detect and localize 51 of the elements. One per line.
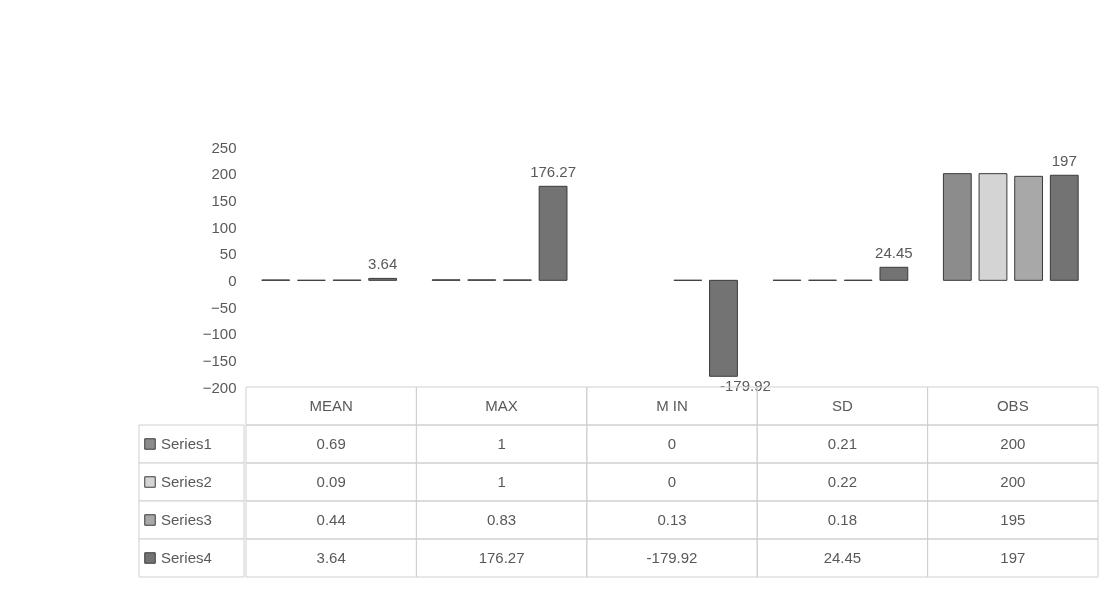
bar	[879, 266, 909, 281]
bar	[709, 279, 738, 377]
data-label: 0.44	[316, 511, 346, 528]
y-tick-label: 50	[219, 245, 237, 263]
text: 197	[1051, 152, 1077, 170]
y-tick-label: 100	[211, 218, 237, 236]
data-label: 200	[1000, 473, 1026, 490]
legend-label: Series3	[161, 511, 212, 528]
bar	[978, 173, 1008, 281]
bar	[1049, 174, 1079, 281]
data-label: 0.83	[487, 511, 517, 528]
x-tick-label: MAX	[485, 397, 518, 414]
text: 3.64	[368, 255, 398, 273]
x-tick-label: MEAN	[309, 397, 353, 414]
legend-label: Series4	[161, 549, 212, 566]
y-tick-label: 250	[211, 138, 237, 156]
y-tick-label: −200	[202, 378, 237, 396]
data-label: 24.45	[823, 549, 862, 566]
data-label: 0.09	[316, 473, 346, 490]
bar	[538, 185, 568, 281]
data-label: 0	[667, 435, 677, 452]
data-label: 0.18	[827, 511, 857, 528]
data-label: 1	[497, 473, 506, 490]
x-tick-label: SD	[831, 397, 853, 414]
bar	[942, 173, 972, 281]
y-tick-label: −50	[211, 298, 237, 316]
data-label: 0.22	[827, 473, 857, 490]
legend-label: Series1	[161, 435, 212, 452]
x-tick-label: OBS	[996, 397, 1029, 414]
text: -179.92	[720, 377, 771, 395]
data-label: 0.13	[657, 511, 687, 528]
data-label: 200	[1000, 435, 1026, 452]
data-label: -179.92	[646, 549, 698, 566]
data-label: 195	[1000, 511, 1026, 528]
y-tick-label: 200	[211, 165, 237, 183]
data-label: 197	[1000, 549, 1026, 566]
data-label: 0	[667, 473, 677, 490]
y-tick-label: −150	[202, 351, 237, 369]
legend-label: Series2	[161, 473, 212, 490]
data-label: 1	[497, 435, 506, 452]
text: 24.45	[875, 244, 913, 262]
data-label: 0.69	[316, 435, 346, 452]
x-tick-label: M IN	[656, 397, 688, 414]
data-label: 176.27	[478, 549, 525, 566]
y-tick-label: 150	[211, 191, 237, 209]
data-label: 0.21	[827, 435, 857, 452]
y-tick-label: 0	[228, 271, 237, 289]
y-tick-label: −100	[202, 325, 237, 343]
bar	[1014, 175, 1044, 281]
text: 176.27	[530, 163, 577, 181]
data-label: 3.64	[316, 549, 346, 566]
